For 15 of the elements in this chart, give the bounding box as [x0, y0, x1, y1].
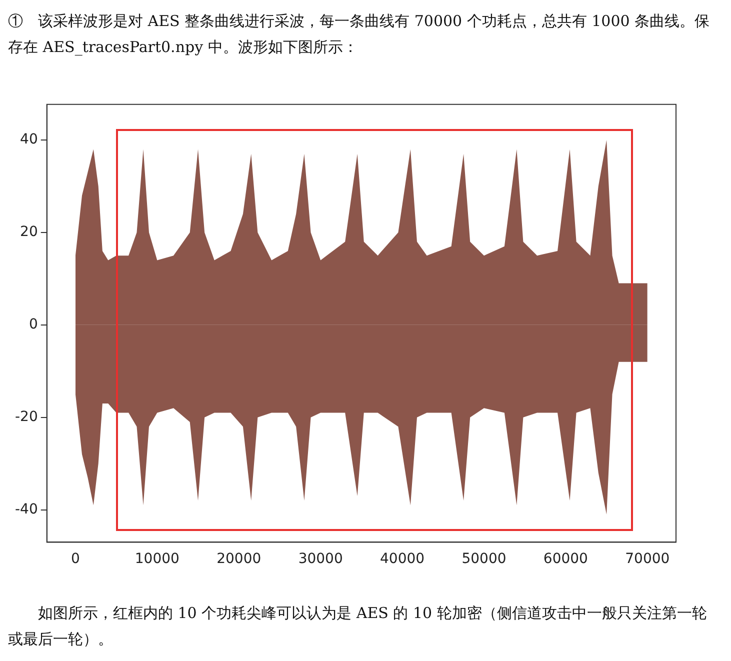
x-tick-label: 60000: [543, 551, 588, 568]
y-tick-label: 0: [28, 316, 38, 333]
x-tick-label: 20000: [216, 551, 262, 568]
x-tick-label: 10000: [134, 551, 180, 568]
x-tick-label: 70000: [625, 551, 670, 568]
x-tick-label: 50000: [462, 551, 506, 568]
y-tick-label: -20: [14, 409, 38, 426]
x-tick-label: 30000: [298, 551, 343, 568]
x-tick-label: 40000: [380, 551, 425, 568]
chart-title: ① 该采样波形是对 AES 整条曲线进行采波，每一条曲线有 70000 个功耗点，总共有 1000 条曲线。保存在 AES_tracesPart0.npy 中。波形如下图所示：: [8, 11, 711, 58]
y-tick-label: -40: [14, 501, 38, 518]
y-tick-label: 40: [20, 132, 38, 148]
x-tick-label: 0: [71, 551, 80, 568]
text: 如图所示，红框内的 10 个功耗尖峰可以认为是 AES 的 10 轮加密（侧信道攻击中一般只关注第一轮或最后一轮）。: [8, 603, 708, 650]
y-tick-label: 20: [20, 224, 38, 240]
